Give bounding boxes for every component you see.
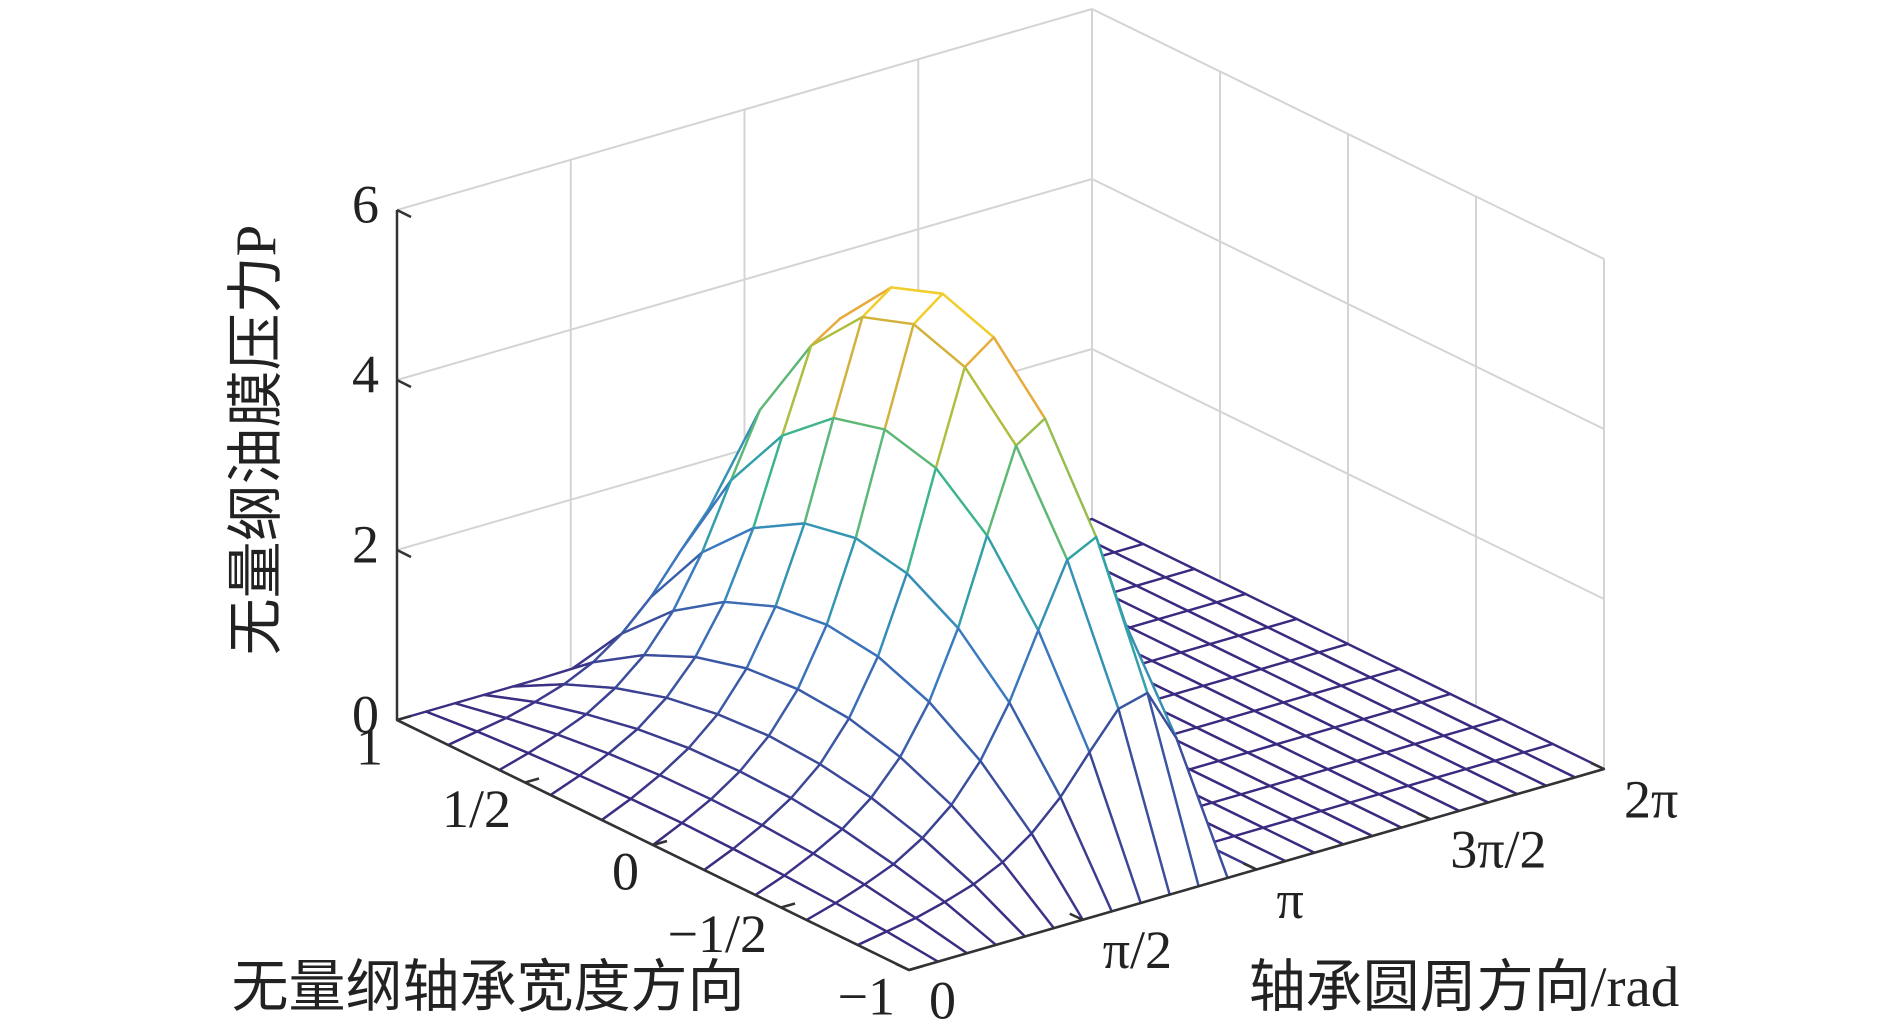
z-tick: [396, 548, 412, 559]
z-tick-label: 4: [352, 344, 379, 404]
y-tick-label: 1: [356, 716, 383, 776]
x-tick: [1416, 812, 1431, 821]
z-tick-label: 2: [352, 514, 379, 574]
y-axis-label: 无量纲轴承宽度方向: [232, 956, 745, 1019]
z-tick: [396, 718, 412, 729]
x-tick: [895, 962, 910, 972]
y-tick: [780, 902, 796, 909]
y-tick-label: 0: [612, 841, 639, 901]
x-axis-label: 轴承圆周方向/rad: [1249, 956, 1680, 1019]
y-tick: [908, 964, 924, 972]
z-tick: [396, 208, 412, 219]
z-tick-label: 0: [352, 684, 379, 744]
y-tick-label: 1/2: [442, 779, 511, 839]
z-tick-label: 6: [352, 174, 379, 234]
x-tick-label: 3π/2: [1450, 820, 1546, 880]
y-tick: [652, 839, 668, 847]
x-tick-label: 2π: [1624, 769, 1678, 829]
y-tick: [396, 714, 412, 722]
x-tick-label: π: [1277, 870, 1304, 930]
x-tick: [1069, 912, 1084, 921]
x-tick: [1242, 862, 1258, 871]
y-tick: [524, 777, 540, 784]
z-axis-label: 无量纲油膜压力P: [225, 225, 288, 656]
x-tick-label: 0: [929, 970, 956, 1025]
x-tick-label: π/2: [1103, 920, 1172, 980]
y-tick-label: −1/2: [668, 904, 767, 964]
x-tick: [1590, 761, 1605, 771]
z-tick: [396, 378, 412, 389]
y-tick-label: −1: [838, 966, 895, 1025]
